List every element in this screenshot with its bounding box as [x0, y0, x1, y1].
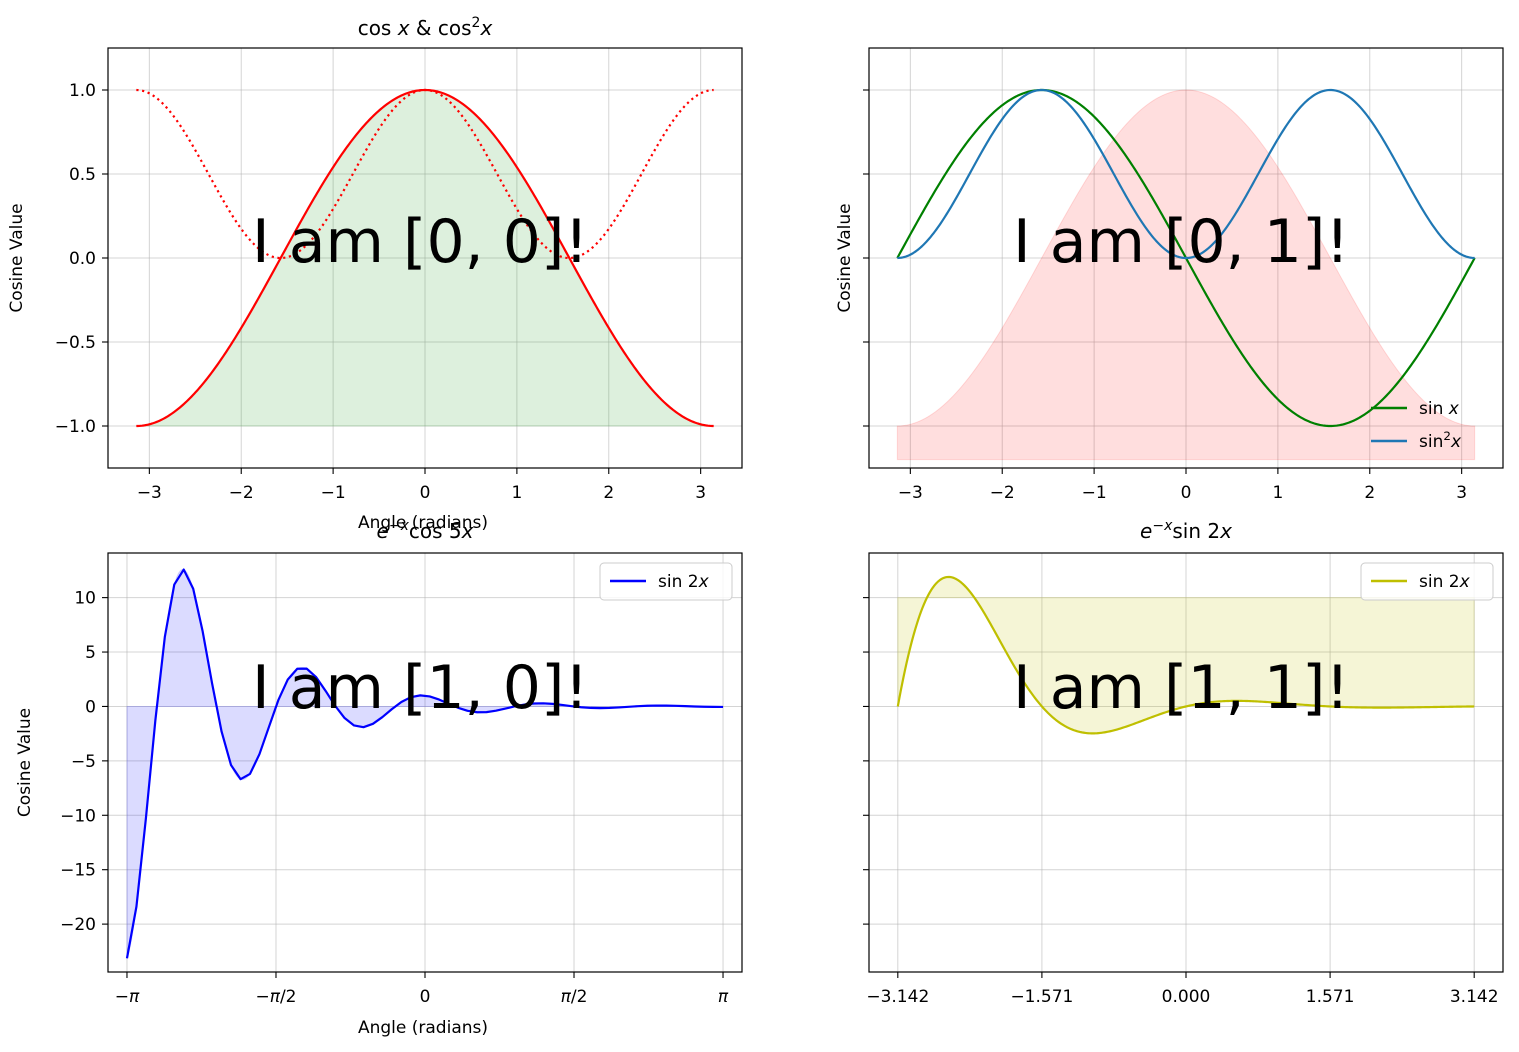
x-tick-label: −3: [898, 483, 923, 503]
chart-title: e−xcos 5x: [377, 518, 474, 543]
x-tick-label: −π: [115, 987, 140, 1007]
x-tick-label: −2: [229, 483, 254, 503]
x-axis-label: Angle (radians): [358, 513, 488, 533]
y-axis-label: Cosine Value: [835, 203, 855, 312]
legend-label: sin 2x: [658, 572, 710, 592]
x-tick-label: −1: [1082, 483, 1107, 503]
y-tick-label: 5: [85, 643, 96, 663]
y-tick-label: −20: [60, 915, 96, 935]
fill-area: [896, 89, 1476, 461]
y-tick-label: 0.5: [69, 165, 96, 185]
annotation-text: I am [1, 1]!: [1013, 653, 1349, 723]
x-axis-label: Angle (radians): [358, 1018, 488, 1038]
annotation-text: I am [0, 1]!: [1013, 207, 1349, 277]
x-tick-label: 3: [695, 483, 706, 503]
subplot-2: −π −π/2 0 π/2 π −20 −15 −10 −5 0 5 10 Cosine Value An…: [15, 518, 743, 1038]
x-tick-label: 2: [603, 483, 614, 503]
legend: sin 2x: [599, 562, 733, 601]
legend-box: [1360, 562, 1494, 601]
y-tick-label: −1.0: [55, 417, 96, 437]
x-tick-label: −3.142: [866, 987, 929, 1007]
x-tick-label: −2: [990, 483, 1015, 503]
annotation-text: I am [1, 0]!: [252, 653, 588, 723]
x-tick-label: 1: [1272, 483, 1283, 503]
x-tick-label: 3.142: [1450, 987, 1499, 1007]
y-tick-label: −15: [60, 861, 96, 881]
x-tick-label: 1: [511, 483, 522, 503]
series-line-1: [136, 88, 714, 260]
series-line-1: [897, 88, 1475, 260]
series-line-0: [125, 568, 724, 959]
x-tick-label: 1.571: [1306, 987, 1355, 1007]
x-tick-label: 2: [1364, 483, 1375, 503]
y-axis-label: Cosine Value: [15, 708, 35, 817]
annotation-text: I am [0, 0]!: [252, 207, 588, 277]
y-tick-label: −0.5: [55, 333, 96, 353]
legend: sin x sin2x: [1371, 399, 1462, 452]
chart-title: e−xsin 2x: [1140, 518, 1232, 543]
y-tick-label: 10: [74, 589, 96, 609]
x-tick-label: 0: [420, 987, 431, 1007]
x-tick-label: 3: [1456, 483, 1467, 503]
x-tick-label: −π/2: [255, 987, 296, 1007]
y-tick-label: −10: [60, 806, 96, 826]
y-tick-label: 0.0: [69, 249, 96, 269]
y-tick-label: −5: [71, 752, 96, 772]
x-tick-label: π/2: [561, 987, 588, 1007]
legend: sin 2x: [1360, 562, 1494, 601]
legend-label: sin x: [1419, 399, 1460, 419]
x-tick-label: 0: [1181, 483, 1192, 503]
legend-label: sin2x: [1419, 429, 1462, 452]
x-tick-label: 0: [420, 483, 431, 503]
subplot-0: −3 −2 −1 0 1 2 3 −1.0 −0.5 0.0 0.5 1.0 Cosine Value A…: [7, 15, 743, 533]
legend-box: [599, 562, 733, 601]
series-line-0: [896, 575, 1475, 735]
y-axis-label: Cosine Value: [7, 203, 27, 312]
y-tick-label: 1.0: [69, 81, 96, 101]
y-tick-label: 0: [85, 697, 96, 717]
x-tick-label: 0.000: [1162, 987, 1211, 1007]
x-tick-label: −1: [321, 483, 346, 503]
x-tick-label: −3: [137, 483, 162, 503]
chart-title: cos x & cos2x: [358, 15, 493, 40]
x-tick-label: π: [718, 987, 729, 1007]
legend-label: sin 2x: [1419, 572, 1471, 592]
x-tick-label: −1.571: [1010, 987, 1073, 1007]
subplot-3: −3.142 −1.571 0.000 1.571 3.142 e−xsin 2x I am…: [863, 518, 1504, 1007]
